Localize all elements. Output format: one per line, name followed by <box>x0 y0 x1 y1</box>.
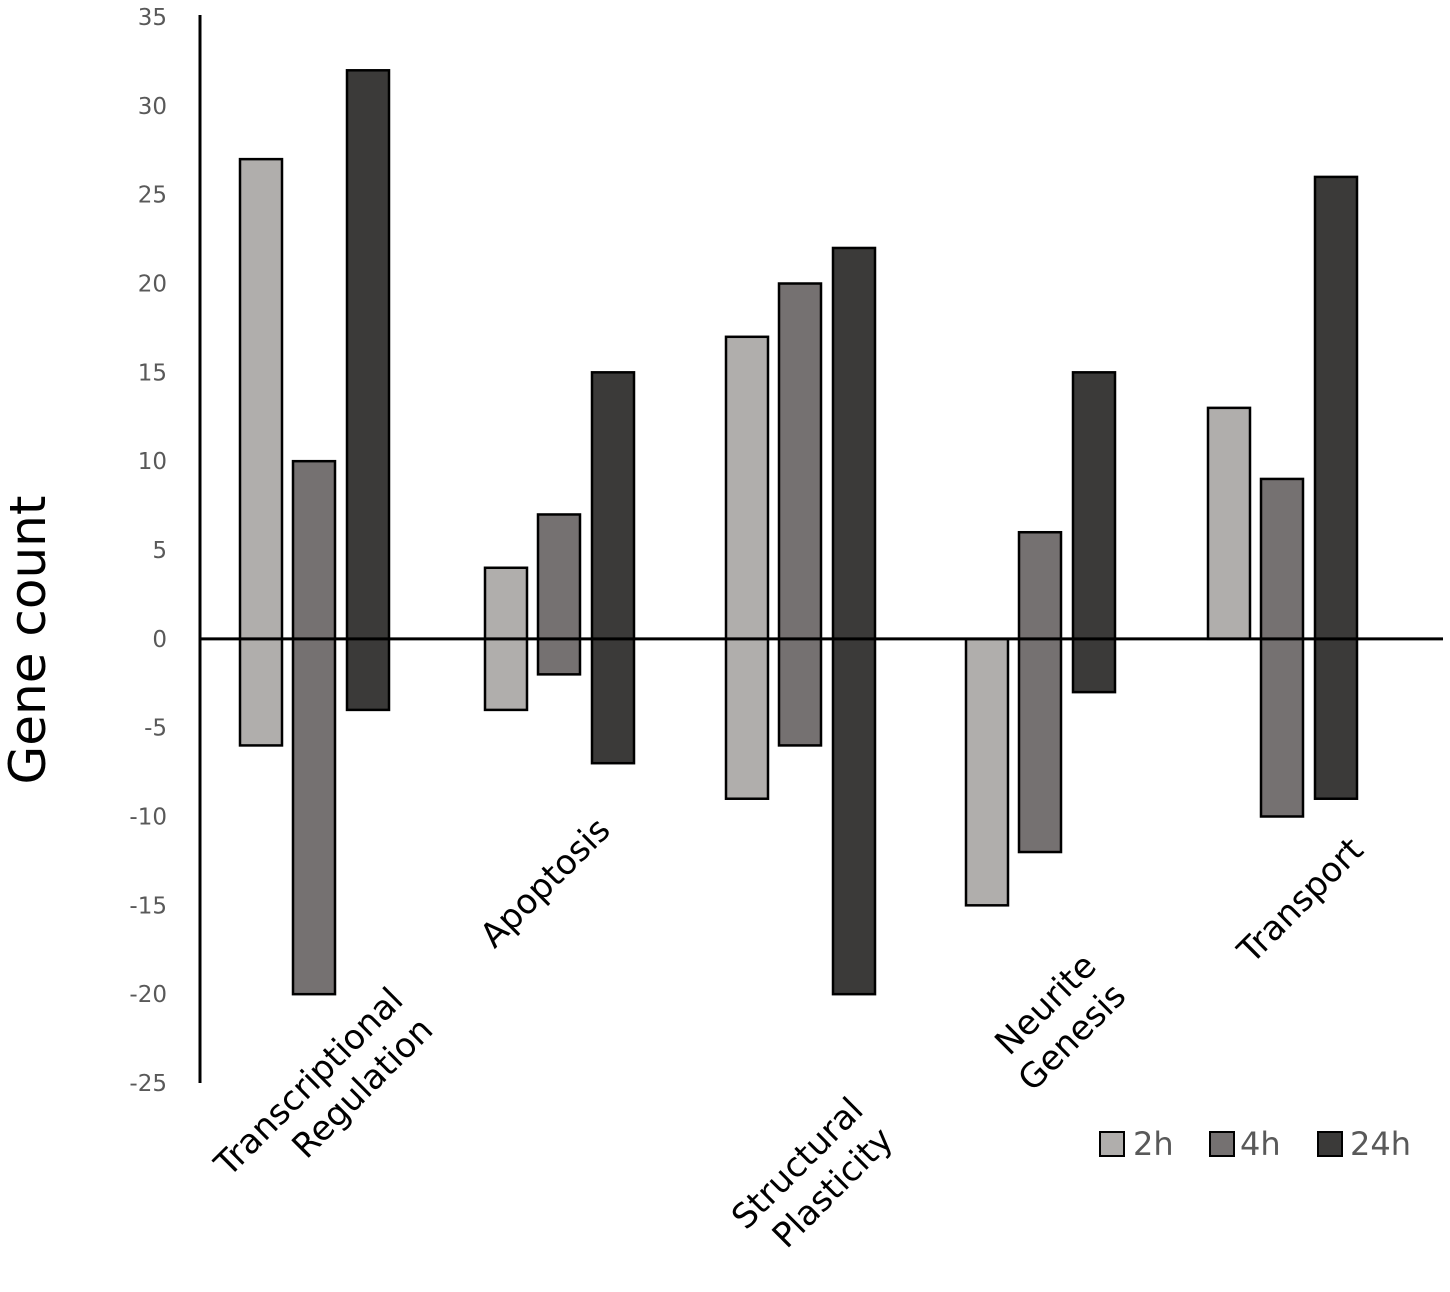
y-tick-label: 0 <box>152 627 167 653</box>
bar-2h-cat4-up <box>1206 406 1252 641</box>
legend-label-4h: 4h <box>1240 1125 1281 1163</box>
bar-2h-cat3-down <box>964 637 1010 907</box>
category-label-line: Transport <box>1230 830 1372 972</box>
y-tick-label: -25 <box>129 1071 167 1097</box>
y-tick-label: -10 <box>129 805 167 831</box>
y-tick-label: 30 <box>138 94 167 120</box>
y-tick-label: 5 <box>152 538 167 564</box>
bar-2h-cat2-up <box>724 335 770 641</box>
legend-label-24h: 24h <box>1350 1125 1411 1163</box>
bar-24h-cat3-up <box>1071 371 1117 641</box>
bar-4h-cat1-up <box>536 513 582 641</box>
y-tick-label: 10 <box>138 449 167 475</box>
category-label: Apoptosis <box>473 810 619 956</box>
legend-swatch-2h <box>1099 1131 1125 1157</box>
category-label: TranscriptionalRegulation <box>206 980 441 1215</box>
bar-4h-cat3-up <box>1017 530 1063 641</box>
y-tick-labels: 35 30 25 20 15 10 5 0 -5 -10 -15 -20 -25 <box>129 5 167 1097</box>
bar-24h-cat1-down <box>590 637 636 765</box>
y-tick-label: -5 <box>144 716 167 742</box>
bar-4h-cat0-down <box>291 637 337 996</box>
bar-4h-cat0-up <box>291 459 337 641</box>
bar-24h-cat3-down <box>1071 637 1117 694</box>
category-label: Transport <box>1230 830 1372 972</box>
bars-group <box>238 69 1359 996</box>
axes-group <box>198 15 1443 1083</box>
y-tick-label: 20 <box>138 272 167 298</box>
y-tick-label: -15 <box>129 893 167 919</box>
bar-24h-cat2-down <box>831 637 877 996</box>
bar-24h-cat2-up <box>831 246 877 641</box>
bar-24h-cat0-down <box>345 637 391 712</box>
bar-4h-cat4-down <box>1259 637 1305 818</box>
y-tick-label: 35 <box>138 5 167 31</box>
legend: 2h 4h 24h <box>1099 1125 1411 1163</box>
bar-24h-cat4-up <box>1313 175 1359 641</box>
bar-2h-cat1-down <box>483 637 529 712</box>
bar-4h-cat3-down <box>1017 637 1063 854</box>
category-label-line: Apoptosis <box>473 810 619 956</box>
legend-label-2h: 2h <box>1133 1125 1174 1163</box>
bar-24h-cat0-up <box>345 69 391 641</box>
category-label: NeuriteGenesis <box>981 946 1134 1099</box>
category-label: StructuralPlasticity <box>724 1090 901 1267</box>
bar-4h-cat2-down <box>777 637 823 747</box>
y-tick-label: 15 <box>138 360 167 386</box>
legend-swatch-24h <box>1317 1131 1343 1157</box>
bar-2h-cat0-up <box>238 157 284 641</box>
bar-24h-cat1-up <box>590 371 636 641</box>
bar-24h-cat4-down <box>1313 637 1359 800</box>
bar-2h-cat1-up <box>483 566 529 641</box>
bar-2h-cat0-down <box>238 637 284 747</box>
y-axis-title: Gene count <box>0 496 57 785</box>
bar-4h-cat2-up <box>777 282 823 641</box>
y-tick-label: 25 <box>138 183 167 209</box>
bar-2h-cat2-down <box>724 637 770 800</box>
legend-swatch-4h <box>1209 1131 1235 1157</box>
bar-4h-cat1-down <box>536 637 582 676</box>
bar-4h-cat4-up <box>1259 477 1305 641</box>
y-tick-label: -20 <box>129 982 167 1008</box>
